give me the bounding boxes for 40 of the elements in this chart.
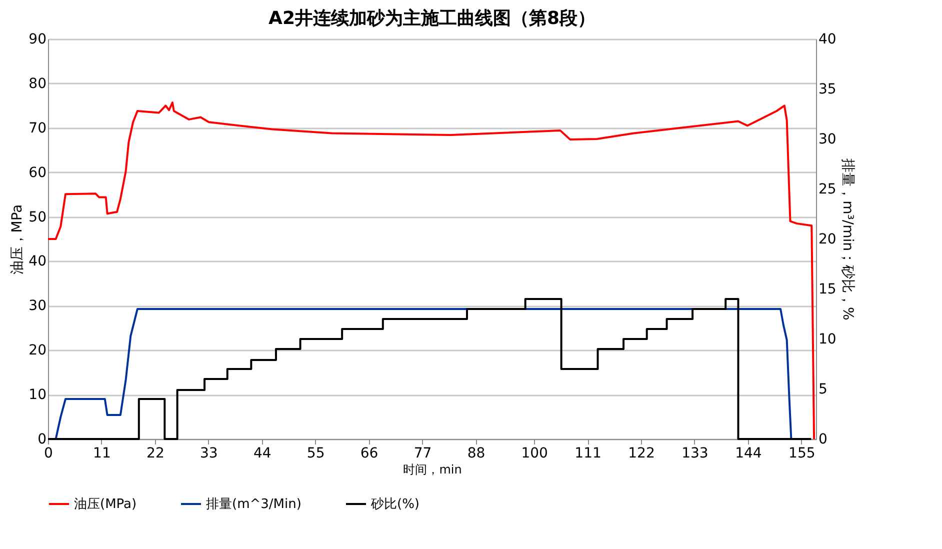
y-tick-label: 60 <box>28 164 46 181</box>
y2-tick-label: 5 <box>818 382 828 398</box>
y2-tick-label: 25 <box>818 182 836 198</box>
y-axis-title: 油压，MPa <box>10 204 26 275</box>
y-tick-label: 0 <box>38 432 46 448</box>
x-tick-label: 55 <box>306 446 325 462</box>
y2-tick-label: 35 <box>818 82 836 98</box>
y2-axis-title: 排量，m³/min；砂比，% <box>839 158 856 320</box>
legend-label: 砂比(%) <box>370 497 420 512</box>
x-tick-label: 66 <box>360 446 378 462</box>
y-tick-label: 40 <box>28 254 46 270</box>
x-tick-label: 111 <box>574 446 602 462</box>
y2-tick-label: 10 <box>818 332 836 348</box>
x-tick-label: 22 <box>146 446 164 462</box>
y-tick-label: 90 <box>28 32 46 48</box>
x-tick-label: 44 <box>253 446 272 462</box>
x-tick-label: 11 <box>93 446 111 462</box>
y-tick-label: 10 <box>28 387 46 404</box>
x-tick-label: 77 <box>414 446 432 462</box>
y-tick-label: 30 <box>28 298 46 314</box>
y2-tick-label: 0 <box>818 432 828 448</box>
x-axis-title: 时间，min <box>403 462 462 476</box>
x-tick-label: 155 <box>788 446 816 462</box>
y2-tick-label: 20 <box>818 232 836 248</box>
y-tick-label: 20 <box>28 342 46 359</box>
y-tick-label: 50 <box>28 209 46 226</box>
legend-label: 排量(m^3/Min) <box>206 497 302 512</box>
y2-tick-label: 15 <box>818 282 836 298</box>
x-tick-label: 144 <box>735 446 762 462</box>
y-tick-label: 80 <box>28 76 46 92</box>
y2-tick-label: 40 <box>818 32 836 48</box>
x-tick-label: 133 <box>682 446 708 462</box>
x-tick-label: 88 <box>467 446 486 462</box>
x-tick-label: 100 <box>521 446 548 462</box>
y2-tick-label: 30 <box>818 132 836 148</box>
chart-title: A2井连续加砂为主施工曲线图（第8段） <box>268 8 596 29</box>
x-tick-label: 33 <box>200 446 218 462</box>
x-tick-label: 122 <box>628 446 655 462</box>
legend-label: 油压(MPa) <box>74 497 137 512</box>
y-tick-label: 70 <box>28 120 46 136</box>
